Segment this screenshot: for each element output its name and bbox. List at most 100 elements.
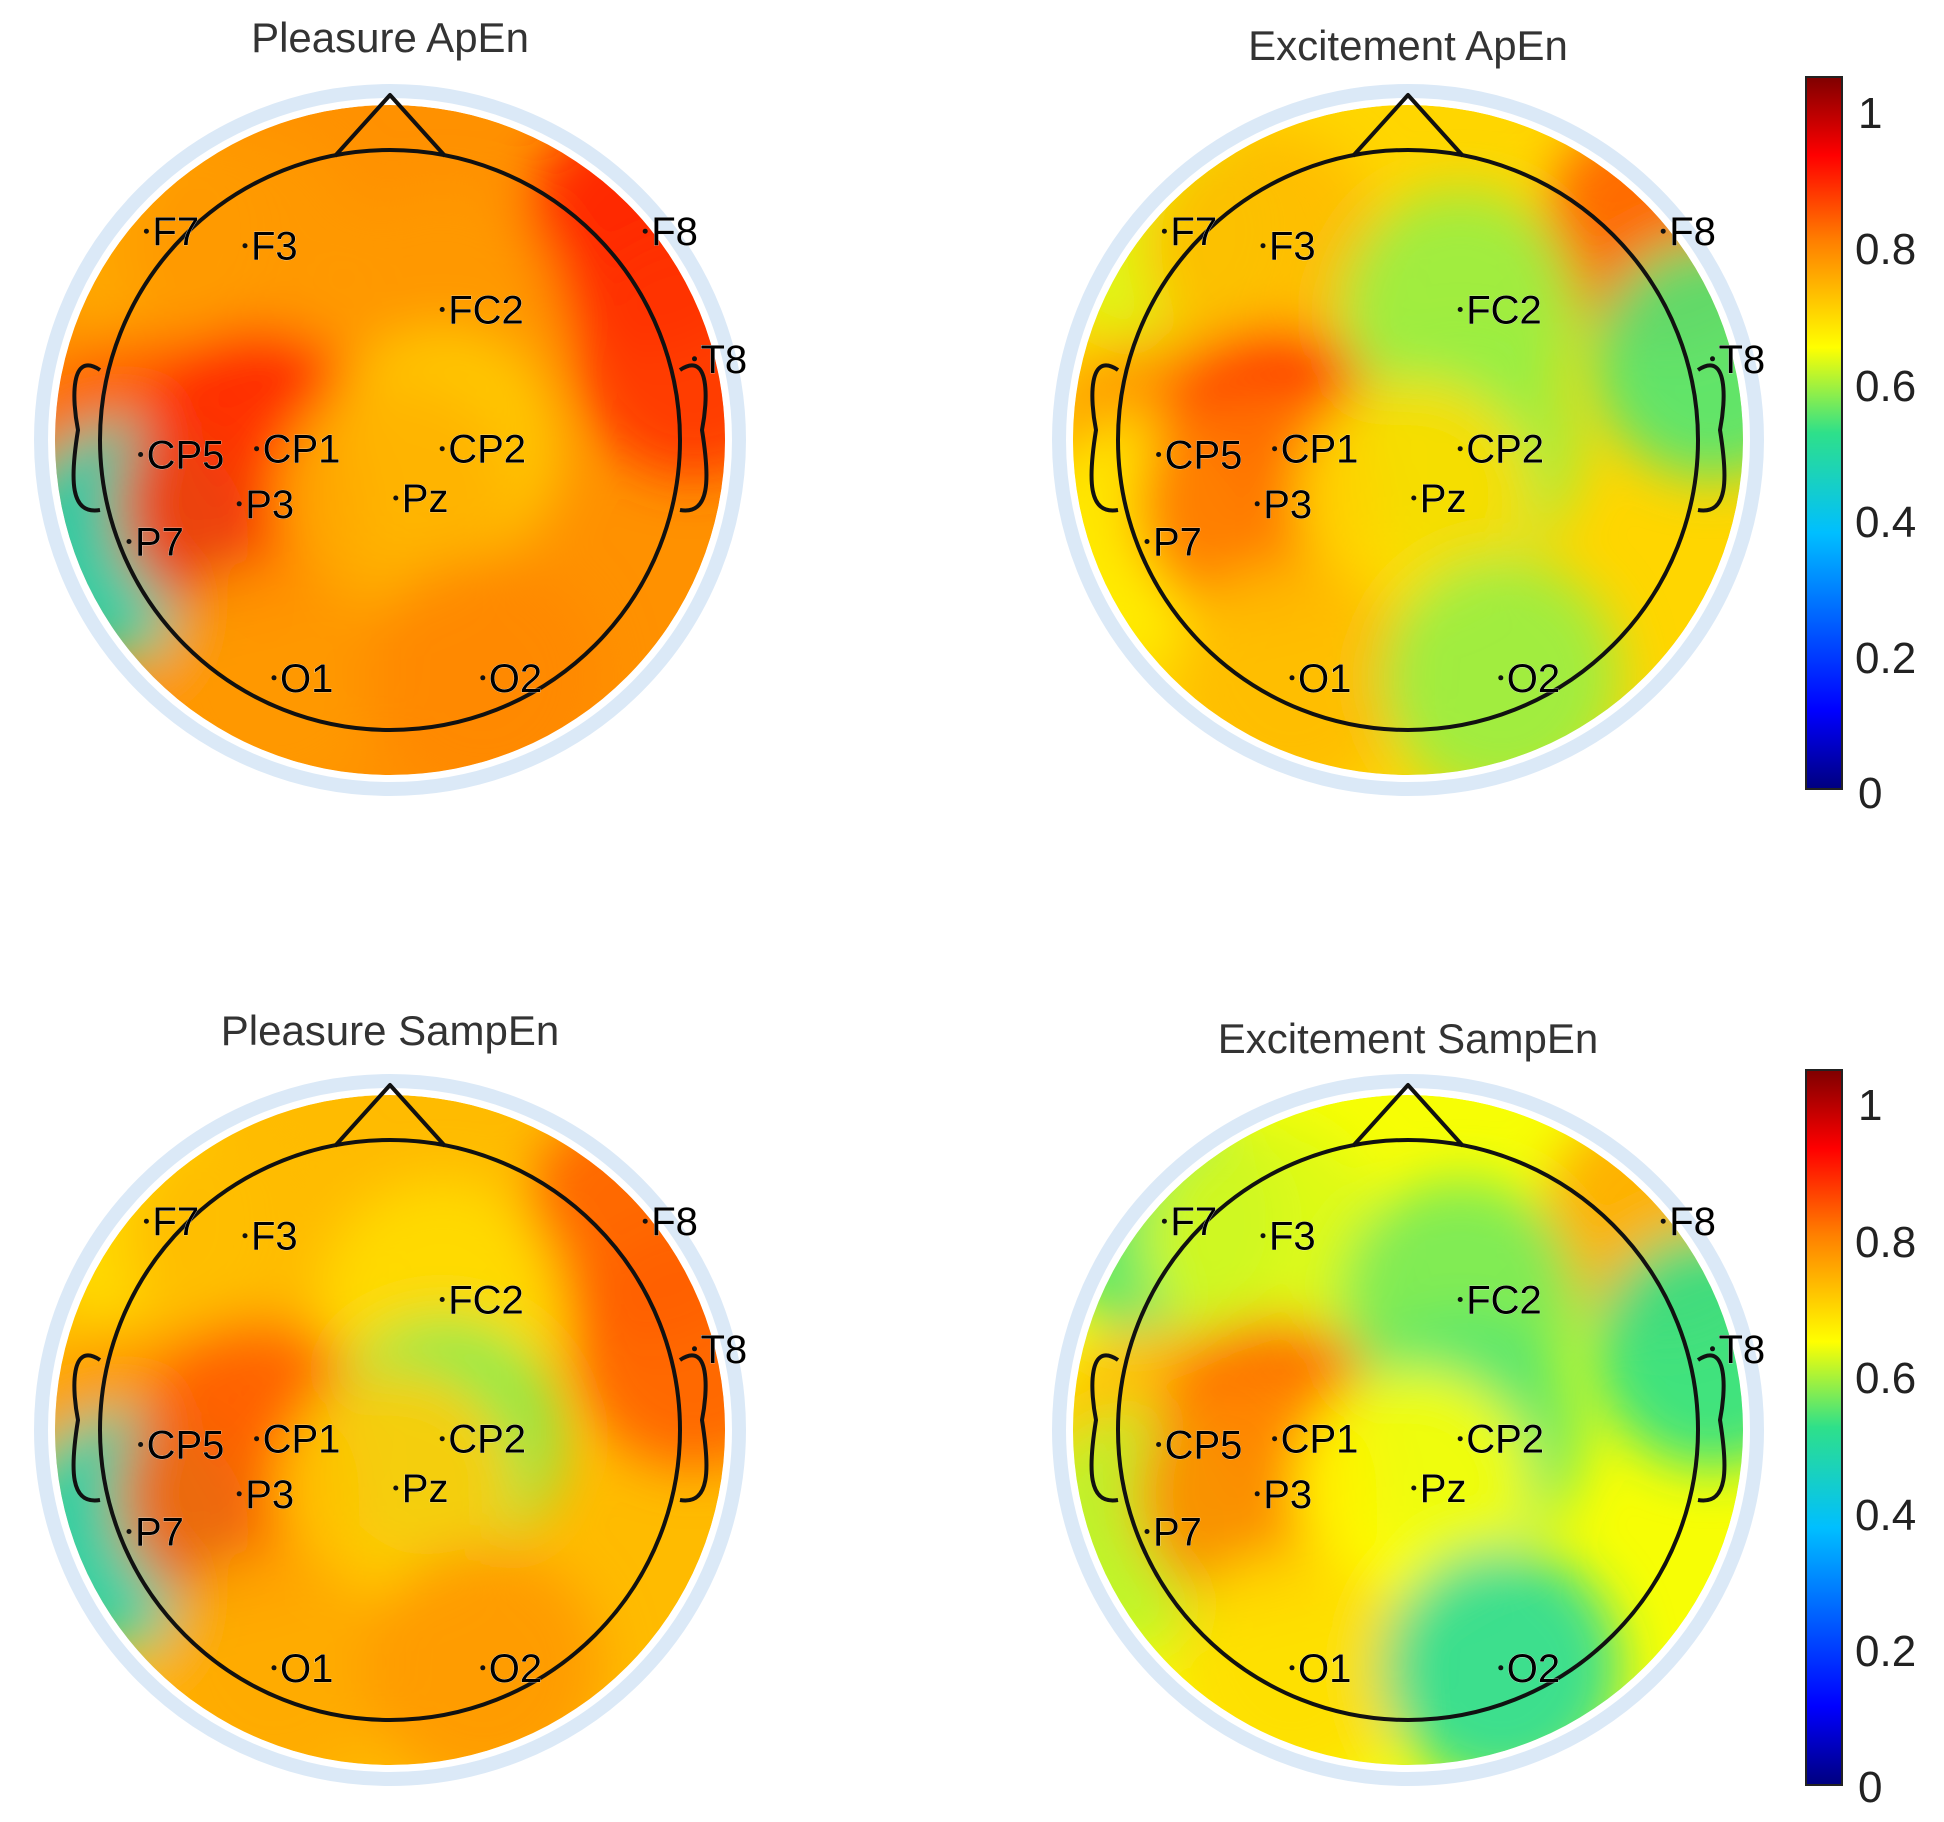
electrode-label: CP1 <box>1281 1418 1359 1462</box>
electrode-label: CP2 <box>1466 428 1544 472</box>
electrode-marker <box>439 446 445 452</box>
electrode-marker <box>236 1491 242 1497</box>
electrode-marker <box>126 1529 132 1534</box>
electrode-marker <box>143 228 149 234</box>
electrode-marker <box>1411 495 1417 501</box>
map-halo <box>1052 1074 1764 1786</box>
electrode-marker <box>642 1218 648 1224</box>
colorbar-tick: 0.8 <box>1855 1218 1916 1267</box>
electrode-marker <box>1411 1485 1417 1491</box>
electrode-marker <box>1161 228 1167 234</box>
topoplot-panel: Excitement SampEn F7 F3 F8 FC2 T8 CP5 CP1 CP2 P7 P… <box>1052 1015 1765 1786</box>
head-outline <box>98 148 682 732</box>
electrode-label: Pz <box>402 477 449 521</box>
panel-title: Pleasure ApEn <box>251 14 529 61</box>
electrode-marker <box>1272 446 1278 452</box>
electrode-marker <box>480 1665 486 1671</box>
electrode-label: P7 <box>135 1511 184 1555</box>
panel-title: Excitement ApEn <box>1248 22 1568 69</box>
electrode-label: F7 <box>1170 1200 1217 1244</box>
map-halo <box>34 1074 746 1786</box>
electrode-marker <box>242 1233 248 1239</box>
electrode-label: P3 <box>1263 483 1312 527</box>
electrode-marker <box>1260 1233 1266 1239</box>
electrode-marker <box>1254 501 1260 507</box>
electrode-label: O1 <box>1298 1647 1351 1691</box>
electrode-marker <box>393 495 399 501</box>
electrode-marker <box>1272 1436 1278 1442</box>
electrode-marker <box>254 446 260 452</box>
colorbar-tick: 1 <box>1858 89 1882 138</box>
right-ear-outline <box>1696 1353 1727 1503</box>
electrode-marker <box>1710 356 1715 362</box>
electrode-label: P7 <box>1153 1511 1202 1555</box>
electrode-label: P3 <box>245 483 294 527</box>
right-ear-outline <box>678 1353 709 1503</box>
colorbar-top-ticks: 1 0.8 0.6 0.4 0.2 0 <box>1855 89 1916 818</box>
electrode-label: O1 <box>280 657 333 701</box>
electrode-label: T8 <box>701 1328 748 1372</box>
map-halo <box>1052 84 1764 796</box>
electrode-label: T8 <box>701 338 748 382</box>
electrode-label: FC2 <box>448 1279 524 1323</box>
electrode-marker <box>1457 446 1463 452</box>
electrode-marker <box>1457 1436 1463 1442</box>
left-ear-outline <box>71 363 102 513</box>
colorbar-tick: 0.2 <box>1855 1627 1916 1676</box>
electrode-label: CP1 <box>263 428 341 472</box>
topoplot-panel: Pleasure SampEn F7 F3 F8 FC2 T8 CP5 CP1 CP2 P7 P3 P… <box>34 1007 748 1786</box>
electrode-label: F8 <box>651 210 698 254</box>
electrode-label: P7 <box>135 521 184 565</box>
electrode-label: CP5 <box>1165 1424 1243 1468</box>
electrode-label: Pz <box>1420 477 1467 521</box>
electrode-label: CP5 <box>147 434 225 478</box>
electrode-label: F8 <box>1669 210 1716 254</box>
head-outline <box>1116 1138 1700 1722</box>
electrode-marker <box>1144 539 1150 544</box>
electrode-label: CP5 <box>1165 434 1243 478</box>
electrode-label: CP1 <box>1281 428 1359 472</box>
electrode-marker <box>143 1218 149 1224</box>
electrode-marker <box>1457 307 1463 312</box>
topoplot-panel: Pleasure ApEn F7 F3 F8 FC2 T8 CP5 CP1 CP2 P7 P3 Pz O… <box>34 14 748 796</box>
colorbar-tick: 0 <box>1858 1763 1882 1812</box>
electrode-marker <box>138 1442 144 1447</box>
electrode-label: FC2 <box>1466 1279 1542 1323</box>
nose-outline <box>333 93 447 158</box>
colorbar-top-bar <box>1805 76 1843 790</box>
electrode-marker <box>642 228 648 234</box>
electrode-marker <box>236 501 242 507</box>
right-ear-outline <box>678 363 709 513</box>
colorbar-tick: 0.4 <box>1855 498 1916 547</box>
electrode-marker <box>439 1436 445 1442</box>
electrode-marker <box>242 243 248 249</box>
electrode-label: Pz <box>1420 1467 1467 1511</box>
electrode-marker <box>439 307 445 312</box>
colorbar-tick: 0.4 <box>1855 1491 1916 1540</box>
electrode-marker <box>126 539 132 544</box>
electrode-marker <box>439 1297 445 1302</box>
electrode-label: F7 <box>152 210 199 254</box>
electrode-label: Pz <box>402 1467 449 1511</box>
electrode-marker <box>138 452 144 457</box>
head-outline <box>1116 148 1700 732</box>
colorbar-tick: 0.2 <box>1855 634 1916 683</box>
electrode-marker <box>1156 1442 1162 1447</box>
electrode-label: F8 <box>651 1200 698 1244</box>
panel-title: Excitement SampEn <box>1218 1015 1599 1062</box>
colorbar-bottom: 1 0.8 0.6 0.4 0.2 0 <box>1805 1069 1916 1812</box>
electrode-marker <box>692 1346 697 1352</box>
left-ear-outline <box>71 1353 102 1503</box>
nose-outline <box>333 1083 447 1148</box>
electrode-label: O2 <box>1507 1647 1560 1691</box>
electrode-marker <box>271 675 277 681</box>
electrode-marker <box>1710 1346 1715 1352</box>
nose-outline <box>1351 93 1465 158</box>
left-ear-outline <box>1089 1353 1120 1503</box>
electrode-marker <box>1144 1529 1150 1534</box>
colorbar-bottom-ticks: 1 0.8 0.6 0.4 0.2 0 <box>1855 1081 1916 1812</box>
colorbar-tick: 0.6 <box>1855 1354 1916 1403</box>
right-ear-outline <box>1696 363 1727 513</box>
electrode-label: O2 <box>1507 657 1560 701</box>
